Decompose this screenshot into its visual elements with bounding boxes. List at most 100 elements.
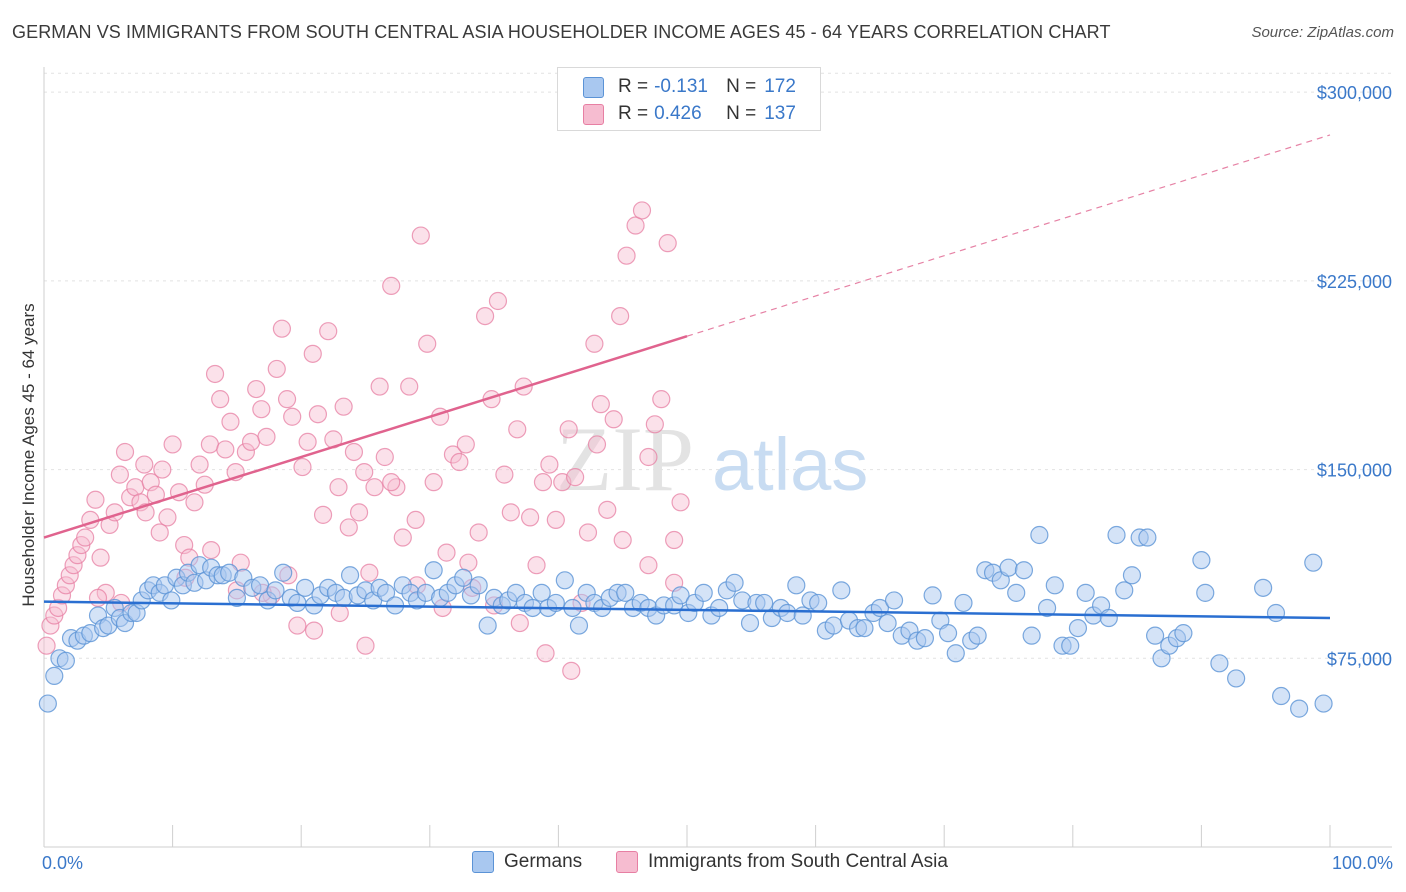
data-point-immigrants [64,556,83,575]
data-point-germans [1314,694,1333,713]
data-point-immigrants [126,478,145,497]
data-point-immigrants [540,455,559,474]
data-point-immigrants [110,465,129,484]
data-point-germans [162,591,181,610]
data-point-immigrants [613,530,632,550]
y-tick-label: $300,000 [1317,83,1392,103]
data-point-immigrants [469,523,488,542]
data-point-germans [1115,581,1134,600]
data-point-germans [787,576,806,595]
data-point-immigrants [501,503,520,522]
data-point-immigrants [135,455,154,474]
data-point-immigrants [355,462,374,482]
data-point-immigrants [527,556,546,575]
data-point-immigrants [153,460,172,479]
data-point-germans [1210,654,1229,673]
data-point-germans [478,616,497,635]
legend-r-label: R = [618,76,649,97]
data-point-immigrants [37,636,56,655]
data-point-immigrants [288,616,307,635]
data-point-immigrants [56,576,75,595]
data-point-immigrants [329,478,348,497]
legend-n-label: N = [726,103,757,124]
data-point-germans [938,624,958,643]
data-point-germans [946,644,965,663]
x-tick-label-start: 0.0% [42,853,83,873]
legend-n-value: 172 [764,76,796,97]
data-point-germans [1014,561,1034,580]
data-point-germans [671,586,690,605]
data-point-immigrants [418,334,437,353]
data-point-immigrants [150,523,169,542]
y-axis-label: Householder Income Ages 45 - 64 years [19,303,38,606]
trend-line-germans [43,600,1331,620]
legend-item-immigrants[interactable]: Immigrants from South Central Asia [616,851,948,873]
data-point-immigrants [68,546,87,565]
data-point-germans [1107,525,1126,545]
watermark-atlas: atlas [712,423,868,506]
tick-labels: $75,000 $150,000 $225,000 $300,000 0.0% 100.0… [42,83,1393,873]
legend-item-germans[interactable]: Germans [472,851,582,873]
data-point-germans [915,629,935,648]
data-point-germans [376,583,396,602]
data-point-germans [38,694,57,713]
legend-r-label: R = [618,103,649,124]
data-point-germans [740,613,760,633]
legend-r-value: -0.131 [654,76,708,97]
data-point-immigrants [241,432,261,452]
data-point-immigrants [349,503,369,522]
data-point-immigrants [91,548,110,567]
data-point-germans [824,616,843,635]
data-point-immigrants [658,234,677,253]
data-point-immigrants [272,319,292,338]
data-point-immigrants [437,543,456,562]
data-point-germans [1146,626,1165,645]
data-point-germans [1138,528,1157,547]
y-tick-label: $225,000 [1317,272,1392,292]
trend-line-immigrants-projection [686,134,1331,337]
data-point-immigrants [533,473,553,492]
data-point-immigrants [360,563,379,582]
data-point-germans [999,558,1018,577]
data-point-immigrants [671,493,690,512]
data-point-germans [832,581,851,600]
data-point-immigrants [375,447,394,467]
data-point-immigrants [308,405,328,424]
data-point-immigrants [411,226,430,245]
trend-lines [43,134,1331,620]
data-point-germans [227,588,246,608]
data-point-immigrants [566,468,585,487]
data-point-germans [1254,578,1273,597]
data-point-immigrants [450,452,469,472]
data-point-immigrants [521,508,540,527]
data-point-immigrants [88,588,108,608]
data-point-germans [454,568,473,587]
legend-label-germans: Germans [504,851,583,872]
data-point-germans [1266,603,1286,623]
data-point-immigrants [536,644,555,663]
data-point-germans [1045,576,1064,595]
data-point-immigrants [283,407,302,426]
data-point-immigrants [52,586,72,605]
data-point-immigrants [334,397,353,416]
legend-row-immigrants: R = 0.426 N = 137 [558,101,796,127]
data-point-immigrants [591,395,610,414]
data-point-germans [1007,583,1026,602]
data-point-immigrants [400,377,419,396]
data-point-germans [288,593,307,613]
legend-n-value: 137 [764,103,796,124]
data-point-germans [694,583,713,602]
data-point-germans [1061,636,1080,655]
stats-legend: R = -0.131 N = 172 R = 0.426 N = 137 [557,67,821,131]
data-point-germans [469,576,488,595]
data-point-immigrants [277,390,297,409]
data-point-germans [755,593,774,613]
watermark-zip: ZIP [556,408,694,510]
x-tick-label-end: 100.0% [1332,853,1393,873]
data-point-germans [855,618,874,638]
data-point-immigrants [578,523,598,542]
data-point-immigrants [652,390,671,409]
data-point-germans [954,593,973,613]
data-point-immigrants [424,473,443,492]
immigrants-series [37,201,690,680]
